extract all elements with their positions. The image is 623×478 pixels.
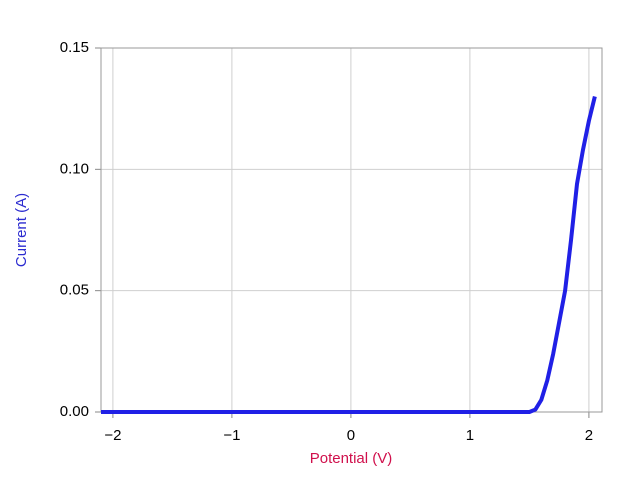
y-tick-label: 0.10 <box>60 160 89 177</box>
y-tick-label: 0.15 <box>60 39 89 56</box>
x-tick-label: 0 <box>347 427 355 444</box>
x-tick-label: 1 <box>466 427 474 444</box>
x-tick-label: −2 <box>104 427 121 444</box>
y-axis-title: Current (A) <box>13 193 30 267</box>
x-axis-title: Potential (V) <box>310 450 393 467</box>
data-line <box>101 96 597 414</box>
y-tick-label: 0.00 <box>60 403 89 420</box>
y-tick-label: 0.05 <box>60 282 89 299</box>
plot-frame <box>100 47 603 413</box>
x-tick-label: −1 <box>223 427 240 444</box>
x-tick-label: 2 <box>585 427 593 444</box>
